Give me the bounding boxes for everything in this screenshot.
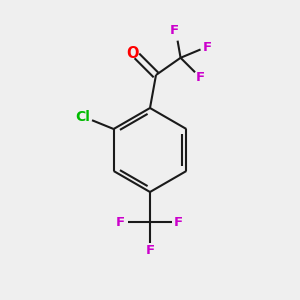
Text: F: F <box>116 215 125 229</box>
Text: F: F <box>174 215 183 229</box>
Text: F: F <box>203 41 212 55</box>
Text: O: O <box>126 46 139 61</box>
Text: F: F <box>196 71 205 85</box>
Text: F: F <box>169 24 178 37</box>
Text: F: F <box>146 244 154 257</box>
Text: Cl: Cl <box>76 110 91 124</box>
